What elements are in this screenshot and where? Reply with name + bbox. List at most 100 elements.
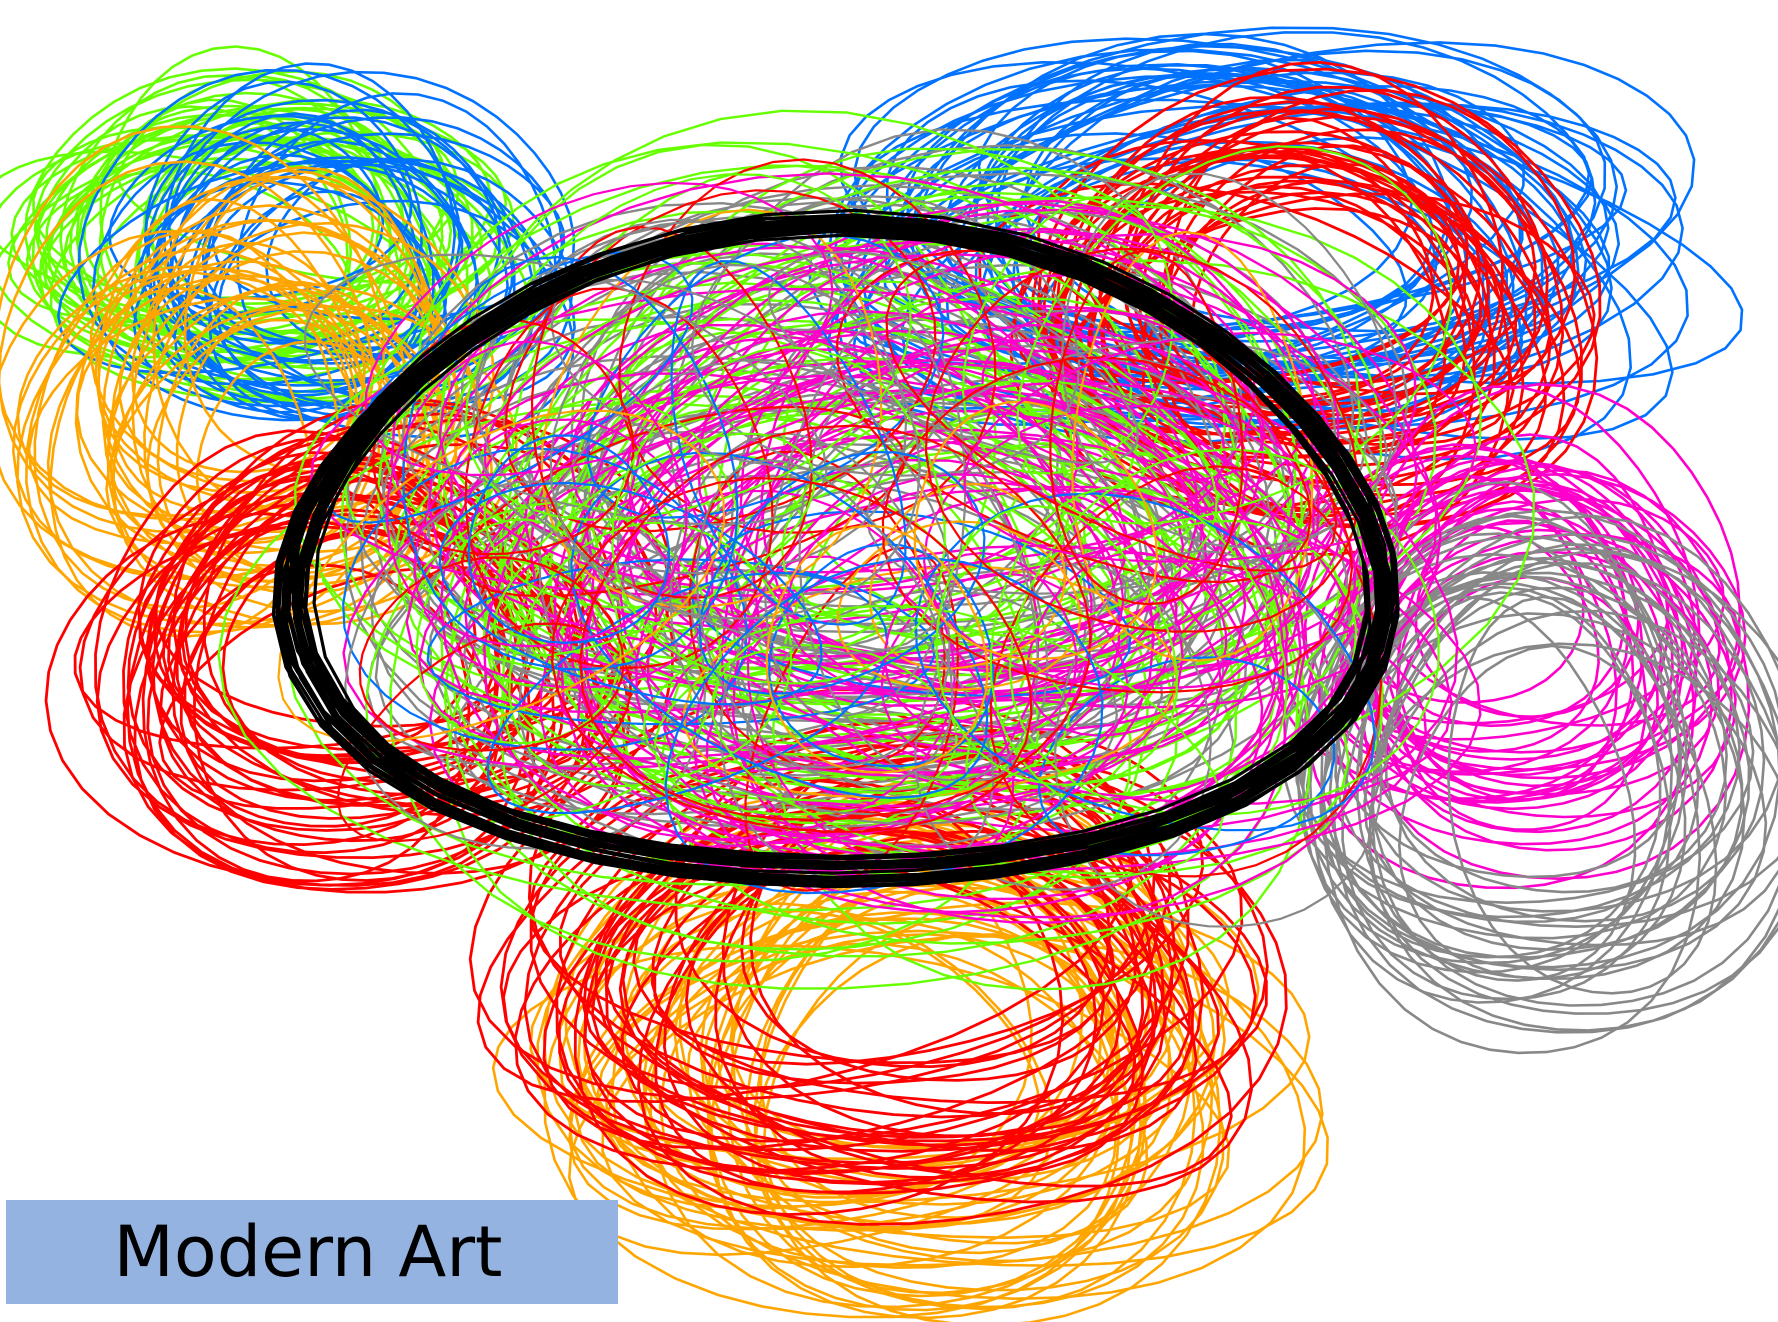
magenta-loops-center-stroke <box>438 242 1079 592</box>
black-ring-center-stroke <box>299 233 1388 865</box>
orange-loops-bottom-stroke <box>685 942 1149 1245</box>
orange-loops-left-stroke <box>913 400 1159 661</box>
green-loops-center-stroke <box>481 298 1194 677</box>
gray-loops-right-stroke <box>1296 514 1688 965</box>
green-loops-center-stroke <box>1008 447 1440 817</box>
gray-loops-center-stroke <box>767 250 1139 465</box>
blue-loops-top-left-stroke <box>664 556 1104 895</box>
black-ring-center-stroke <box>277 225 1385 871</box>
magenta-loops-right-stroke <box>746 555 1015 869</box>
green-loops-top-left-stroke <box>96 130 515 336</box>
red-loops-bottom-stroke <box>594 806 1253 1204</box>
black-ring-center <box>271 208 1400 889</box>
orange-loops-left-stroke <box>277 409 726 743</box>
gray-loops-right-stroke <box>1370 586 1744 951</box>
green-loops-center-stroke <box>485 356 1165 782</box>
green-loops-center-stroke <box>509 399 1241 790</box>
gray-loops-right-stroke <box>1446 595 1718 995</box>
orange-loops-left-stroke <box>106 250 493 626</box>
green-loops-center-stroke <box>642 614 1071 803</box>
red-loops-left-stroke <box>44 512 536 887</box>
gray-loops-center-stroke <box>303 253 828 526</box>
red-loops-left-stroke <box>73 525 518 750</box>
black-ring-center-stroke <box>298 214 1387 885</box>
orange-loops-left-stroke <box>101 169 451 584</box>
magenta-loops-center-stroke <box>569 252 1438 674</box>
orange-loops-left-stroke <box>1071 230 1314 662</box>
red-loops-top-right-stroke <box>1063 192 1596 459</box>
blue-loops-top-left-stroke <box>402 255 739 671</box>
red-loops-top-right-stroke <box>924 247 1360 633</box>
gray-loops-right-stroke <box>1321 585 1662 959</box>
red-loops-top-right-stroke <box>372 318 635 556</box>
green-loops-center-stroke <box>935 504 1179 787</box>
gray-loops-right-stroke <box>1397 644 1687 980</box>
red-loops-left-stroke <box>95 497 593 860</box>
orange-loops-left-stroke <box>836 520 1082 691</box>
red-loops-top-right-stroke <box>1048 149 1467 436</box>
magenta-loops-right-stroke <box>413 418 714 689</box>
gray-loops-right-stroke <box>1328 556 1751 959</box>
red-loops-top-right-stroke <box>1123 145 1435 400</box>
gray-loops-center-stroke <box>1053 549 1383 928</box>
green-loops-top-left-stroke <box>7 102 460 324</box>
gray-loops-center-stroke <box>1060 172 1398 549</box>
gray-loops-center-stroke <box>764 314 967 717</box>
blue-loops-top-left-stroke <box>698 450 986 695</box>
green-loops-center-stroke <box>1016 145 1453 525</box>
gray-loops-right-stroke <box>1375 561 1728 894</box>
green-loops-center-stroke <box>654 644 958 816</box>
black-ring-center-stroke <box>291 217 1382 859</box>
orange-loops-bottom-stroke <box>568 917 1143 1231</box>
magenta-loops-right-stroke <box>539 489 956 841</box>
magenta-loops-right-stroke <box>922 404 1357 690</box>
green-loops-center-stroke <box>293 318 1163 780</box>
red-loops-top-right-stroke <box>1049 249 1244 606</box>
magenta-loops-center-stroke <box>405 304 1314 714</box>
orange-loops-left-stroke <box>175 306 410 575</box>
red-loops-left-stroke <box>138 521 604 782</box>
magenta-loops-center-stroke <box>390 172 1265 658</box>
red-loops-top-right-stroke <box>358 556 625 752</box>
magenta-loops-right-stroke <box>883 551 1078 738</box>
red-loops-top-right-stroke <box>551 476 1033 833</box>
blue-loops-top-left-stroke <box>689 510 1132 697</box>
orange-loops-bottom-stroke <box>727 858 1148 1295</box>
green-loops-center-stroke <box>611 346 946 685</box>
blue-loops-top-left-stroke <box>438 481 823 706</box>
blue-loops-top-left-stroke <box>426 558 936 726</box>
caption-text: Modern Art <box>113 1211 503 1293</box>
magenta-loops-right-stroke <box>385 340 688 648</box>
green-loops-top-left-stroke <box>82 70 449 318</box>
black-ring-center-stroke <box>287 219 1400 868</box>
blue-loops-top-left-stroke <box>670 259 907 626</box>
green-loops-center-stroke <box>961 195 1174 475</box>
green-loops-center-stroke <box>217 400 1180 912</box>
gray-loops-right-stroke <box>1301 514 1681 974</box>
green-loops-center-stroke <box>508 521 793 788</box>
gray-loops-center-stroke <box>374 368 1068 686</box>
blue-loops-top-left-stroke <box>467 434 670 644</box>
blue-loops-top-left-stroke <box>107 114 413 301</box>
gray-loops-center-stroke <box>746 589 1118 826</box>
red-loops-left-stroke <box>177 443 672 751</box>
red-loops-top-right-stroke <box>1101 115 1599 528</box>
orange-loops-left-stroke <box>94 219 459 511</box>
orange-loops-left-stroke <box>540 208 883 609</box>
blue-loops-top-left-stroke <box>148 112 421 414</box>
red-loops-top-right-stroke <box>989 465 1383 878</box>
red-loops-top-right-stroke <box>1138 88 1577 443</box>
gray-loops-right-stroke <box>1384 543 1766 923</box>
magenta-loops-right-stroke <box>786 473 1125 701</box>
gray-loops-right-stroke <box>1334 547 1778 929</box>
red-loops-left-stroke <box>147 436 554 802</box>
blue-loops-top-left-stroke <box>486 571 889 814</box>
red-loops-bottom-stroke <box>502 851 1137 1170</box>
gray-loops-center-stroke <box>719 590 995 886</box>
magenta-loops-center-stroke <box>576 487 1482 872</box>
orange-loops-left-stroke <box>869 482 1067 670</box>
red-loops-left-stroke <box>141 478 471 883</box>
red-loops-top-right-stroke <box>336 622 632 843</box>
blue-loops-top-left-stroke <box>914 492 1376 832</box>
